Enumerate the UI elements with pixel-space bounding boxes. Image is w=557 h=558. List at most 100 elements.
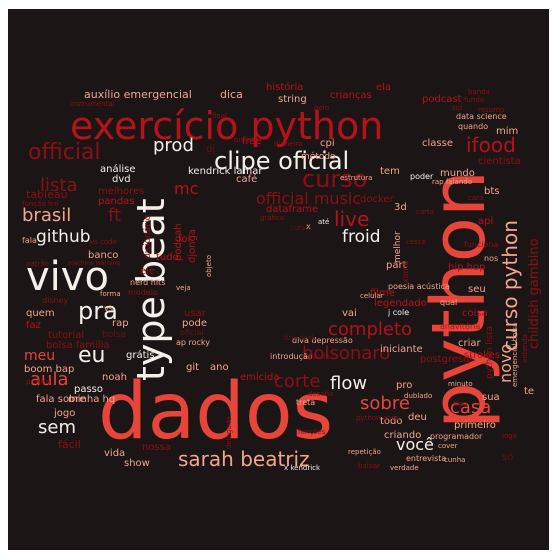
word-dvd: dvd: [112, 174, 131, 185]
word-noah: noah: [102, 372, 127, 383]
word-pratica: prática: [26, 378, 51, 386]
word-pode: pode: [182, 318, 207, 329]
word-repeticao: repetição: [348, 448, 381, 456]
word-classe: classe: [422, 138, 453, 149]
word-boom-bap: boom bap: [24, 364, 75, 375]
word-string: string: [278, 94, 307, 105]
word-entrevista: entrevista: [406, 454, 447, 463]
word-verdade: verdade: [390, 464, 419, 472]
word-fala-sobre: fala sobre: [36, 394, 86, 405]
word-sua: sua: [482, 392, 500, 403]
word-mc: mc: [174, 179, 199, 198]
word-banda: banda: [468, 88, 490, 96]
word-vivo: vivo: [26, 254, 109, 300]
word-rap-falando: rap falando: [432, 178, 472, 186]
word-dj: dj: [206, 144, 216, 155]
word-python-anos: python anos: [356, 414, 400, 422]
word-paulo: paulo: [308, 352, 331, 361]
word-bts: bts: [484, 186, 500, 197]
word-dicionario: dicionário: [143, 214, 153, 259]
word-official: official: [28, 140, 101, 165]
word-grafico: gráfico: [260, 214, 285, 222]
word-live: live: [334, 207, 370, 231]
word-oficial-small: oficial: [180, 328, 204, 337]
word-rap: rap: [112, 318, 129, 329]
word-facil: fácil: [58, 438, 81, 451]
word-podcast: podcast: [422, 94, 462, 105]
word-flow: flow: [330, 373, 368, 394]
word-nerd-hits: nerd hits: [130, 278, 166, 287]
word-iniciante: iniciante: [380, 344, 423, 355]
word-hip-hop: hip hop: [448, 262, 486, 273]
word-cunha: cunha: [444, 456, 466, 464]
word-sem: sem: [38, 417, 76, 438]
word-minuto: minuto: [448, 380, 473, 388]
word-final: final: [212, 112, 228, 120]
word-tableau: tableau: [26, 188, 68, 201]
word-so: só: [502, 452, 514, 463]
word-tiny-desk: tiny desk: [284, 334, 316, 342]
word-desafio: desafio: [308, 390, 334, 398]
word-part: part: [386, 260, 407, 271]
word-vs-code: vs code: [90, 238, 117, 246]
word-pra: pra: [78, 297, 118, 325]
word-curso-small: curso: [290, 224, 310, 232]
word-fala: fala: [22, 236, 37, 245]
word-ifood: ifood: [466, 133, 516, 157]
word-eu: eu: [78, 343, 106, 368]
word-te: te: [524, 386, 535, 397]
word-show: show: [124, 458, 150, 469]
word-aula: aula: [30, 369, 69, 390]
word-banco: banco: [88, 250, 119, 261]
word-celular: celular: [360, 292, 384, 300]
word-funciona: funciona: [464, 240, 499, 249]
word-objeto: objeto: [205, 254, 213, 277]
word-poder: poder: [410, 172, 434, 181]
word-auxilio-emergencial: auxílio emergencial: [84, 88, 192, 101]
word-casa: casa: [450, 397, 492, 418]
word-foi: foi: [178, 234, 191, 245]
word-free: free: [242, 136, 262, 147]
word-fundo: fundo: [464, 96, 485, 104]
word-anavitoria: anavitória: [440, 322, 481, 331]
word-brasil: brasil: [22, 205, 72, 226]
word-analise: análise: [100, 164, 136, 175]
word-delegado: delegado: [225, 416, 233, 449]
word-programador: programador: [430, 432, 483, 441]
word-todo: todo: [380, 416, 403, 427]
word-criancas: crianças: [330, 90, 372, 101]
word-minha-hq: minha hq: [68, 394, 116, 405]
word-treta: treta: [296, 398, 316, 407]
word-joga: joga: [502, 432, 517, 440]
word-completo: completo: [328, 319, 413, 340]
word-disney: disney: [42, 296, 69, 305]
word-ap-rocky: ap rocky: [176, 338, 211, 347]
word-carta: carta: [416, 208, 435, 216]
word-gratis: grátis: [126, 350, 155, 361]
word-deu: deu: [408, 412, 427, 423]
word-qual: qual: [440, 298, 458, 307]
word-projeto: projeto: [234, 136, 259, 144]
word-melhores: melhores: [98, 186, 145, 197]
word-quem: quem: [26, 308, 55, 319]
word-usar: usar: [184, 308, 206, 319]
word-docker: docker: [360, 194, 394, 205]
word-historia: história: [266, 82, 304, 93]
word-corte: corte: [274, 371, 321, 392]
word-cara: cara: [468, 194, 484, 202]
word-pandas: pandas: [98, 196, 135, 207]
word-ano: ano: [210, 362, 229, 373]
word-coisa: coisa: [462, 308, 488, 319]
word-voce: você: [396, 435, 434, 454]
word-filme: filme: [370, 288, 395, 299]
word-seu: seu: [468, 284, 486, 295]
word-veja: veja: [176, 284, 191, 292]
word-cloud: dados python exercício python type beat …: [8, 9, 549, 550]
word-j-cole: j cole: [388, 308, 410, 317]
word-cover: cover: [438, 442, 458, 450]
word-official-music: official music: [256, 189, 362, 208]
word-lista: lista: [40, 175, 78, 196]
word-cesse: cesse: [406, 238, 426, 246]
word-ela: ela: [376, 82, 392, 93]
word-jogo: jogo: [54, 408, 76, 419]
